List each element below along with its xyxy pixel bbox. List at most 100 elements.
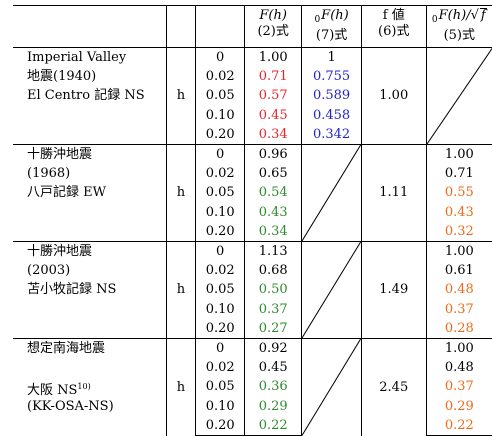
h-value-cell: 0 — [195, 338, 245, 359]
fh-value-cell: 0.27 — [244, 318, 302, 339]
header-0fh-prefix: 0 — [314, 15, 321, 25]
fh-value-cell: 0.68 — [244, 261, 302, 281]
h-value-cell: 0 — [195, 241, 245, 262]
earthquake-name-text: 大阪 NS — [27, 383, 78, 399]
table-row: 0.10 0.45 0.458 — [13, 105, 492, 125]
header-fh: F(h) (2)式 — [244, 5, 302, 48]
header-fh-sub: (2)式 — [257, 24, 289, 39]
table-row: 0.10 0.37 0.37 — [13, 299, 492, 319]
fh-value-cell: 0.96 — [244, 144, 302, 165]
earthquake-name-cell: 十勝沖地震 (2003) 苫小牧記録 NS — [13, 241, 167, 339]
table-row: 十勝沖地震 (1968) 八戸記録 EW h 0 0.96 1.11 1.00 — [13, 144, 492, 242]
earthquake-name-cell: 想定南海地震 大阪 NS10) (KK-OSA-NS) — [13, 338, 167, 436]
ratio-value-cell: 0.48 — [425, 280, 492, 300]
h-value-cell: 0.10 — [195, 202, 245, 222]
ratio-value-cell: 0.22 — [425, 415, 492, 436]
fh-value-cell: 0.45 — [244, 358, 302, 378]
diagonal-slash — [427, 48, 492, 144]
header-fh-label: F(h) — [259, 8, 287, 23]
reference-superscript: 10) — [77, 382, 91, 392]
earthquake-name-line: 苫小牧記録 NS — [27, 280, 166, 299]
earthquake-name-line: Imperial Valley — [27, 48, 166, 67]
table-row: 想定南海地震 大阪 NS10) (KK-OSA-NS) h 0 0.92 2.45 1.00 — [13, 338, 492, 436]
ratio-value-cell: 1.00 — [425, 241, 492, 262]
earthquake-name-line: (1968) — [27, 164, 166, 183]
earthquake-name-text: (KK-OSA-NS) — [27, 398, 114, 414]
header-ratio-main: F(h)/ — [438, 8, 471, 23]
ratio-value-cell: 0.71 — [425, 164, 492, 184]
table-row: 0.20 0.22 0.22 — [13, 415, 492, 436]
h-value-cell: 0 — [195, 144, 245, 165]
ratio-value-cell: 1.00 — [425, 338, 492, 359]
earthquake-name-line: 八戸記録 EW — [27, 183, 166, 202]
header-blank-name — [13, 5, 167, 48]
h-value-cell: 0.20 — [195, 415, 245, 436]
header-ratio-sub: (5)式 — [443, 28, 476, 43]
f0h-value-cell: 0.755 — [301, 67, 362, 87]
f-value-cell: 2.45 — [360, 338, 427, 436]
ratio-value-cell: 0.55 — [425, 183, 492, 203]
earthquake-name-line: 十勝沖地震 — [27, 242, 166, 261]
ratio-value-cell: 0.37 — [425, 377, 492, 397]
fh-value-cell: 0.29 — [244, 396, 302, 416]
table-row: 0.05 0.57 0.589 — [13, 86, 492, 106]
damping-factor-table: F(h) (2)式 0F(h) (7)式 f 値 (6)式 0F(h)/√ f (… — [13, 5, 492, 436]
table-row: 0.20 0.34 0.342 — [13, 124, 492, 145]
diagonal-slash — [302, 339, 361, 436]
f0h-empty-cell — [301, 241, 362, 339]
ratio-value-cell: 0.37 — [425, 299, 492, 319]
h-value-cell: 0.05 — [195, 183, 245, 203]
h-value-cell: 0.02 — [195, 261, 245, 281]
h-value-cell: 0.20 — [195, 318, 245, 339]
fh-value-cell: 0.45 — [244, 105, 302, 125]
table-row: 十勝沖地震 (2003) 苫小牧記録 NS h 0 1.13 1.49 1.00 — [13, 241, 492, 339]
f0h-empty-cell — [301, 338, 362, 436]
earthquake-name-text: 十勝沖地震 — [27, 147, 93, 163]
f0h-value-cell: 1 — [301, 47, 362, 68]
ratio-value-cell: 0.48 — [425, 358, 492, 378]
header-ratio-root: f — [479, 8, 487, 23]
earthquake-name-text: Imperial Valley — [27, 50, 127, 65]
fh-value-cell: 0.43 — [244, 202, 302, 222]
fh-value-cell: 0.57 — [244, 86, 302, 106]
fh-value-cell: 0.54 — [244, 183, 302, 203]
earthquake-name-line: 地震(1940) — [27, 67, 166, 86]
table-row: 0.10 0.29 0.29 — [13, 396, 492, 416]
h-value-cell: 0.20 — [195, 124, 245, 145]
earthquake-name-line — [27, 358, 166, 377]
h-value-cell: 0.20 — [195, 221, 245, 242]
earthquake-name-text: 地震(1940) — [27, 69, 97, 85]
fh-value-cell: 0.50 — [244, 280, 302, 300]
fh-value-cell: 0.92 — [244, 338, 302, 359]
earthquake-name-text: 想定南海地震 — [27, 341, 106, 357]
ratio-value-cell: 0.61 — [425, 261, 492, 281]
header-0fh-sub: (7)式 — [315, 28, 348, 43]
table-body: Imperial Valley 地震(1940) El Centro 記録 NS h 0… — [13, 46, 492, 436]
h-value-cell: 0.02 — [195, 358, 245, 378]
ratio-value-cell: 1.00 — [425, 144, 492, 165]
earthquake-name-line: 大阪 NS10) — [27, 377, 166, 399]
table-row: 0.02 0.45 0.48 — [13, 358, 492, 378]
header-f-value: f 値 (6)式 — [360, 5, 427, 48]
table-row: 0.02 0.71 0.755 — [13, 67, 492, 87]
header-0fh: 0F(h) (7)式 — [301, 5, 362, 48]
h-label-cell: h — [165, 144, 196, 242]
earthquake-name-cell: Imperial Valley 地震(1940) El Centro 記録 NS — [13, 46, 167, 145]
earthquake-name-text: 八戸記録 EW — [27, 185, 106, 201]
earthquake-name-line: El Centro 記録 NS — [27, 86, 166, 105]
h-value-cell: 0 — [195, 47, 245, 68]
h-value-cell: 0.05 — [195, 280, 245, 300]
diagonal-slash — [302, 145, 361, 241]
header-ratio: 0F(h)/√ f (5)式 — [425, 5, 492, 48]
fh-value-cell: 0.36 — [244, 377, 302, 397]
header-f-sub: (6)式 — [378, 24, 410, 39]
earthquake-name-line: 十勝沖地震 — [27, 145, 166, 164]
fh-value-cell: 0.22 — [244, 415, 302, 436]
f0h-empty-cell — [301, 144, 362, 242]
table-row: 0.20 0.34 0.32 — [13, 221, 492, 242]
earthquake-name-line: (KK-OSA-NS) — [27, 397, 166, 416]
earthquake-name-text: (2003) — [27, 263, 71, 279]
f0h-value-cell: 0.589 — [301, 86, 362, 106]
f0h-value-cell: 0.458 — [301, 105, 362, 125]
table-row: Imperial Valley 地震(1940) El Centro 記録 NS h 0… — [13, 46, 492, 145]
